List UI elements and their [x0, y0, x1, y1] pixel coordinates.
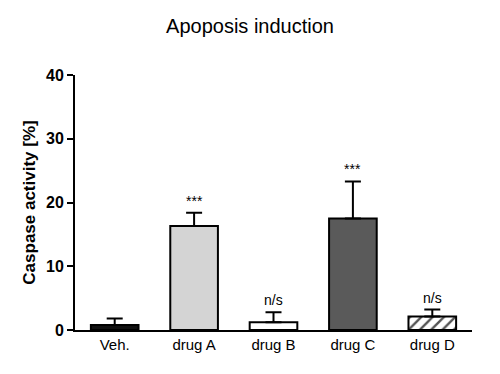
- svg-text:40: 40: [46, 67, 64, 84]
- svg-text:Apoposis induction: Apoposis induction: [166, 15, 334, 37]
- svg-text:n/s: n/s: [264, 292, 283, 308]
- svg-text:Caspase activity [%]: Caspase activity [%]: [20, 120, 39, 284]
- svg-text:n/s: n/s: [423, 290, 442, 306]
- svg-text:***: ***: [186, 193, 203, 209]
- svg-text:drug D: drug D: [410, 336, 455, 353]
- svg-text:drug A: drug A: [172, 336, 215, 353]
- svg-text:drug B: drug B: [251, 336, 295, 353]
- svg-text:0: 0: [55, 322, 64, 339]
- svg-text:***: ***: [344, 161, 361, 177]
- svg-text:10: 10: [46, 258, 64, 275]
- svg-text:30: 30: [46, 130, 64, 147]
- svg-text:drug C: drug C: [330, 336, 375, 353]
- svg-text:20: 20: [46, 194, 64, 211]
- svg-text:Veh.: Veh.: [100, 336, 130, 353]
